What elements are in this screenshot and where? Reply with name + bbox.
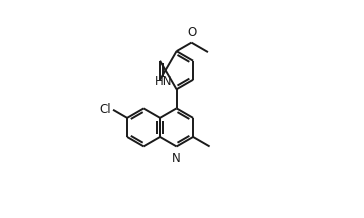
Text: O: O xyxy=(187,26,197,39)
Text: HN: HN xyxy=(155,75,173,88)
Text: Cl: Cl xyxy=(99,103,111,116)
Text: N: N xyxy=(172,152,181,165)
